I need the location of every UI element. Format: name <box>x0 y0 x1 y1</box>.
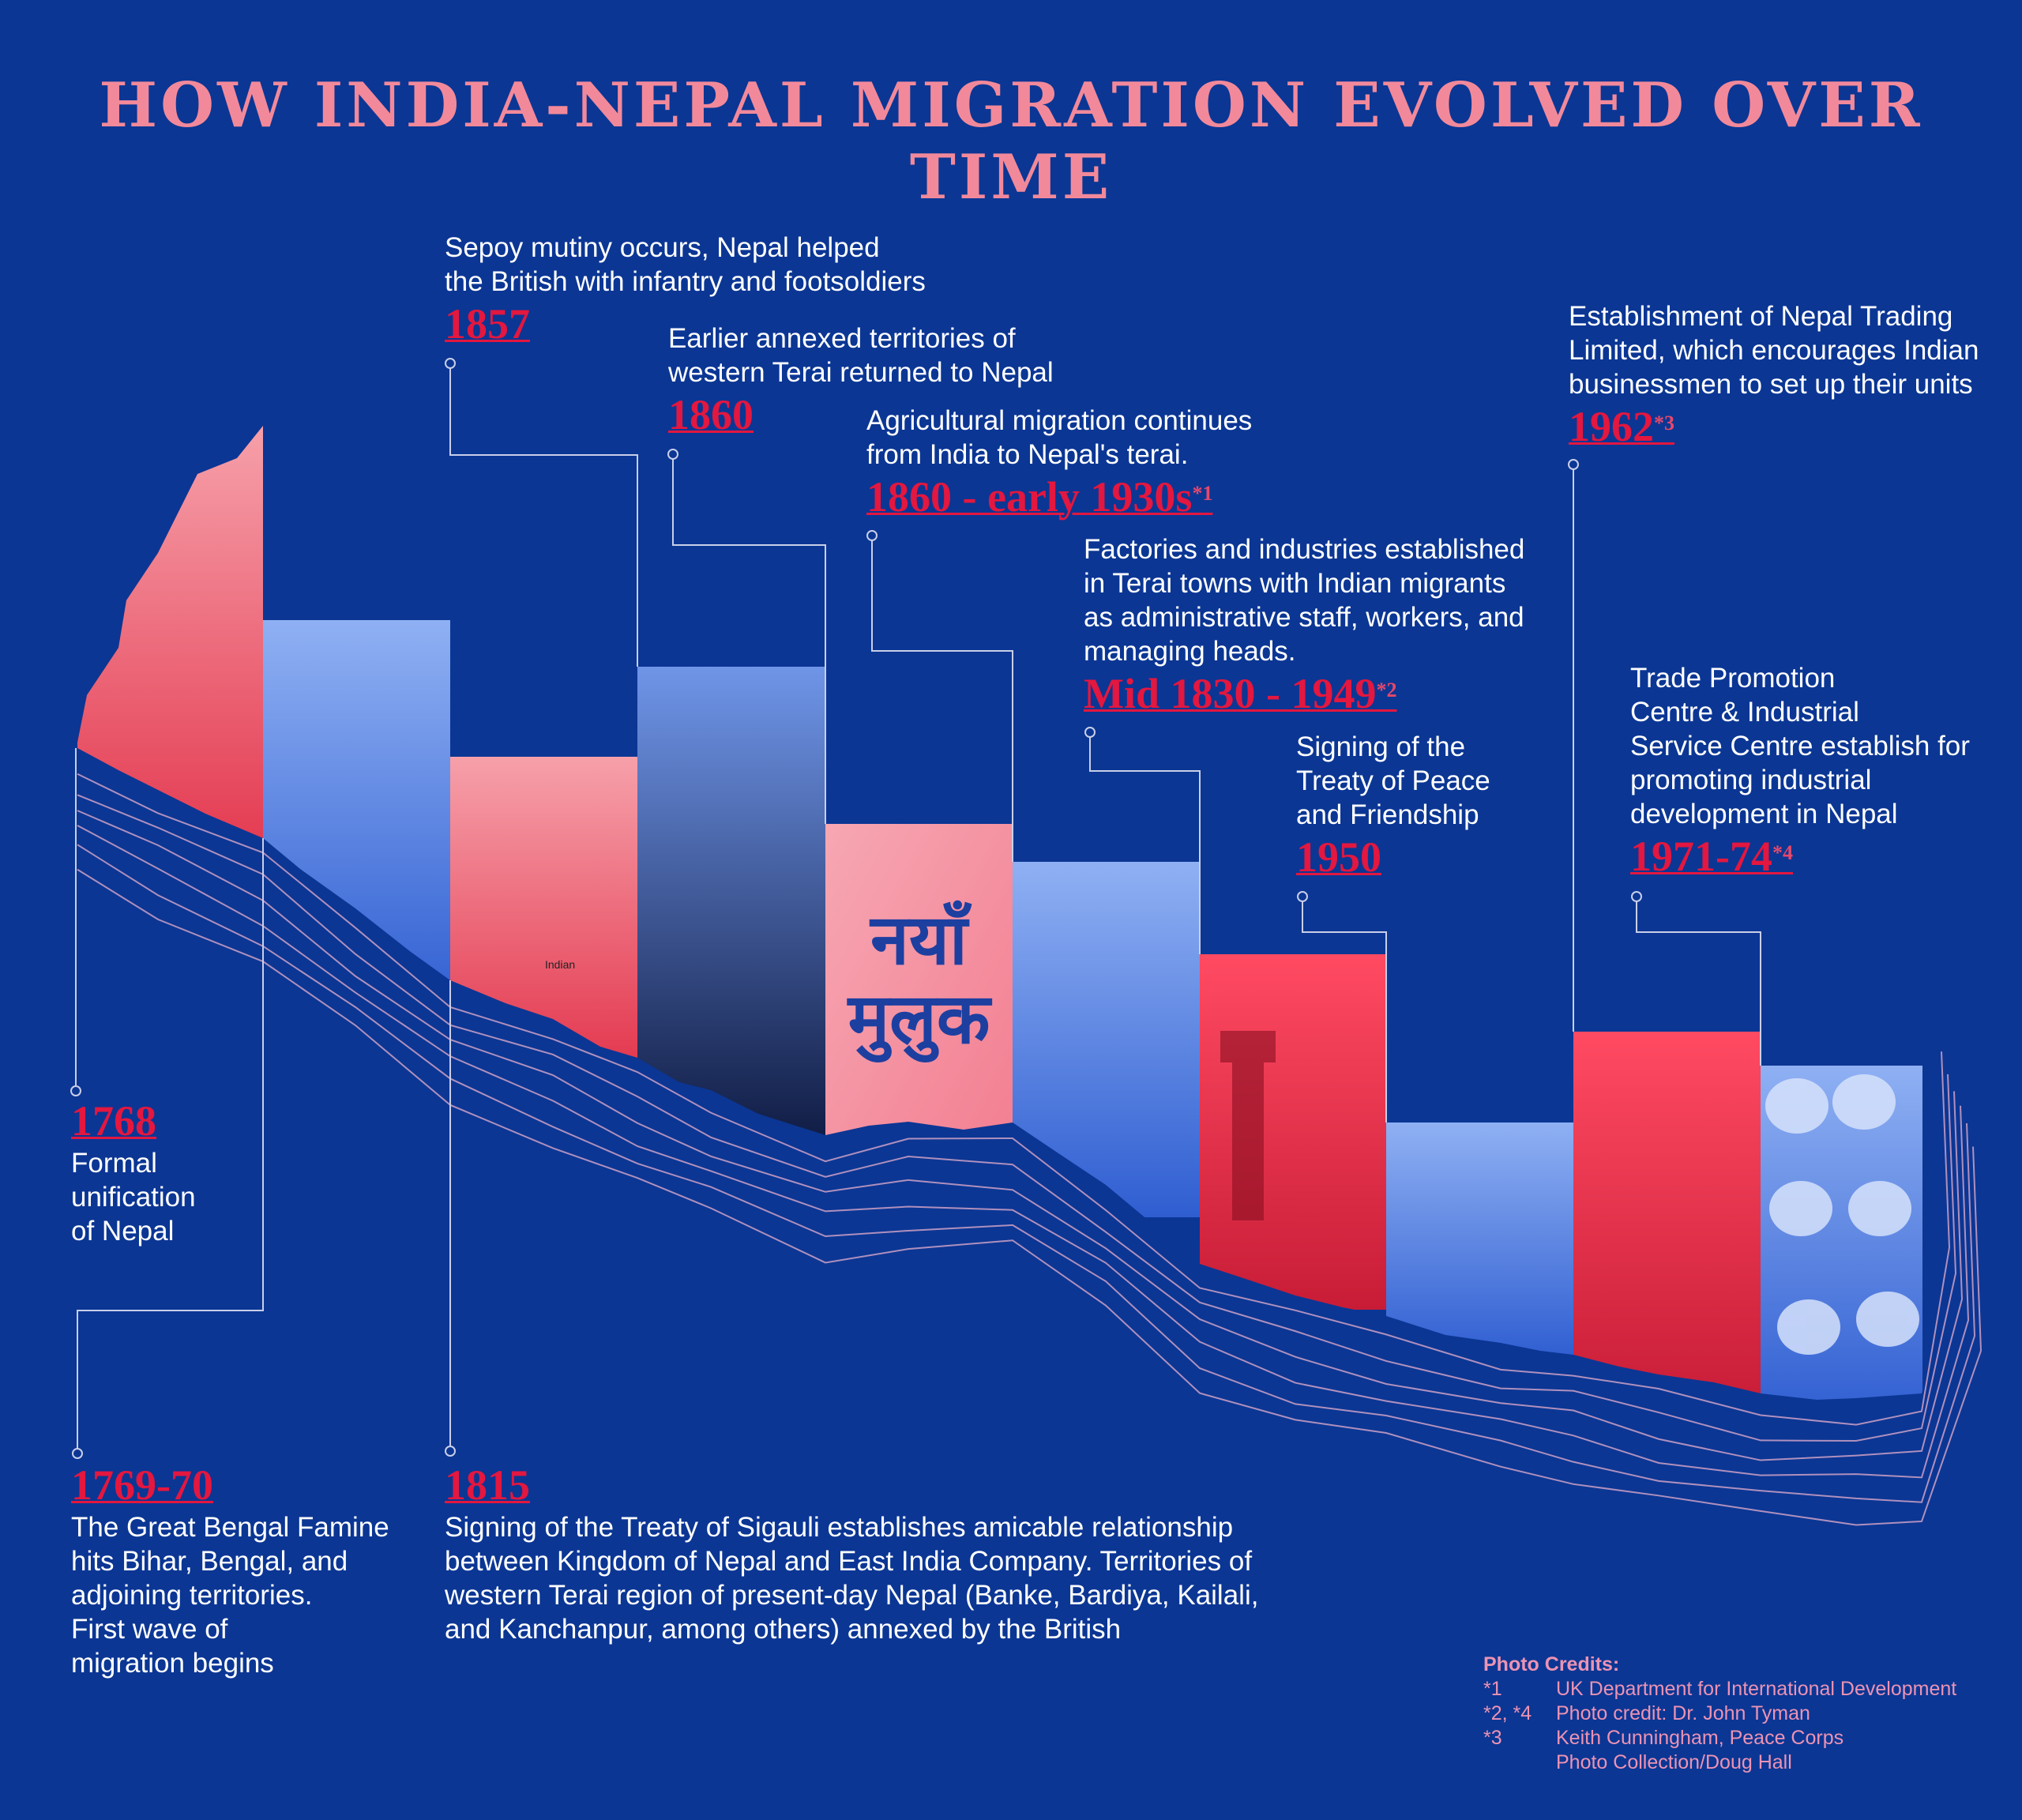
spool-shapes <box>1765 1074 1919 1355</box>
event-mid-1830-1949: Factories and industries established in … <box>1084 532 1524 719</box>
credit-row: *2, *4 Photo credit: Dr. John Tyman <box>1483 1702 1956 1726</box>
photo-factory-tower <box>1200 954 1386 1310</box>
credit-note: *3 <box>1654 412 1674 434</box>
photo-king-portrait <box>77 426 263 869</box>
event-1857: Sepoy mutiny occurs, Nepal helped the Br… <box>445 231 926 349</box>
photo-sepoy-battle <box>637 667 825 1141</box>
credit-key: *1 <box>1483 1678 1502 1700</box>
event-text: Signing of the Treaty of Sigauli establi… <box>445 1512 1259 1645</box>
credit-note: *2 <box>1376 679 1397 701</box>
event-text: Formal unification of Nepal <box>71 1148 196 1247</box>
event-text: The Great Bengal Famine hits Bihar, Beng… <box>71 1512 389 1679</box>
wave-line <box>77 825 1970 1479</box>
event-text: Signing of the Treaty of Peace and Frien… <box>1296 731 1490 830</box>
wave-line <box>77 794 1957 1442</box>
credits-heading: Photo Credits: <box>1483 1653 1620 1675</box>
border-wave-lines <box>77 773 1983 1526</box>
event-1815: 1815 Signing of the Treaty of Sigauli es… <box>445 1460 1258 1646</box>
credit-row: *3 Keith Cunningham, Peace Corps <box>1483 1726 1956 1750</box>
painting-caption: Indian <box>545 958 575 971</box>
event-1860: Earlier annexed territories of western T… <box>668 322 1054 440</box>
event-year: 1950 <box>1296 833 1381 881</box>
credit-value: Keith Cunningham, Peace Corps <box>1556 1727 1844 1749</box>
event-1962: Establishment of Nepal Trading Limited, … <box>1569 299 1979 452</box>
credit-note: *4 <box>1772 841 1793 864</box>
wave-line <box>77 844 1976 1503</box>
credit-key: *2, *4 <box>1483 1702 1532 1724</box>
event-text: Agricultural migration continues from In… <box>866 405 1253 470</box>
event-1971-74: Trade Promotion Centre & Industrial Serv… <box>1630 661 1970 882</box>
photo-street-traffic <box>1573 1032 1761 1411</box>
event-1768: 1768 Formal unification of Nepal <box>71 1096 196 1248</box>
connector-lines <box>75 368 1761 1449</box>
event-year: 1962 <box>1569 403 1654 450</box>
nepal-border-mask <box>0 743 2022 1820</box>
event-year: 1769-70 <box>71 1461 213 1509</box>
wave-line <box>77 868 1983 1526</box>
wave-line <box>77 773 1951 1426</box>
page-title: HOW INDIA-NEPAL MIGRATION EVOLVED OVER T… <box>99 70 1923 213</box>
credit-row: *1 UK Department for International Develo… <box>1483 1677 1956 1702</box>
photo-naya-muluk <box>825 824 1013 1179</box>
event-year: 1860 <box>668 391 754 438</box>
tower-silhouette <box>1220 1031 1276 1220</box>
event-year: 1971-74 <box>1630 833 1772 880</box>
event-year: 1815 <box>445 1461 530 1509</box>
event-year: Mid 1830 - 1949 <box>1084 670 1377 717</box>
event-text: Trade Promotion Centre & Industrial Serv… <box>1630 663 1970 829</box>
event-year: 1860 - early 1930s <box>866 473 1193 521</box>
wave-line <box>77 810 1964 1461</box>
credit-value: Photo credit: Dr. John Tyman <box>1556 1702 1810 1724</box>
event-1860-1930s: Agricultural migration continues from In… <box>866 404 1252 522</box>
event-year: 1857 <box>445 300 530 348</box>
event-text: Sepoy mutiny occurs, Nepal helped the Br… <box>445 232 926 297</box>
event-text: Factories and industries established in … <box>1084 534 1525 667</box>
event-text: Earlier annexed territories of western T… <box>668 323 1054 388</box>
photo-credits: Photo Credits: *1 UK Department for Inter… <box>1483 1653 1956 1775</box>
event-year: 1768 <box>71 1097 156 1145</box>
credit-key <box>1483 1750 1556 1775</box>
event-1950: Signing of the Treaty of Peace and Frien… <box>1296 730 1490 882</box>
credit-row: Photo Collection/Doug Hall <box>1483 1750 1956 1775</box>
timeline-markers <box>70 358 1642 1459</box>
credit-value: UK Department for International Developm… <box>1556 1678 1957 1700</box>
event-text: Establishment of Nepal Trading Limited, … <box>1569 301 1979 400</box>
credit-note: *1 <box>1192 482 1213 505</box>
credit-value: Photo Collection/Doug Hall <box>1556 1751 1792 1773</box>
naya-muluk-text: नयाँ मुलुक <box>848 901 990 1058</box>
photo-treaty-signing <box>1386 1122 1573 1359</box>
credit-key: *3 <box>1483 1727 1502 1749</box>
event-1769-70: 1769-70 The Great Bengal Famine hits Bih… <box>71 1460 389 1680</box>
